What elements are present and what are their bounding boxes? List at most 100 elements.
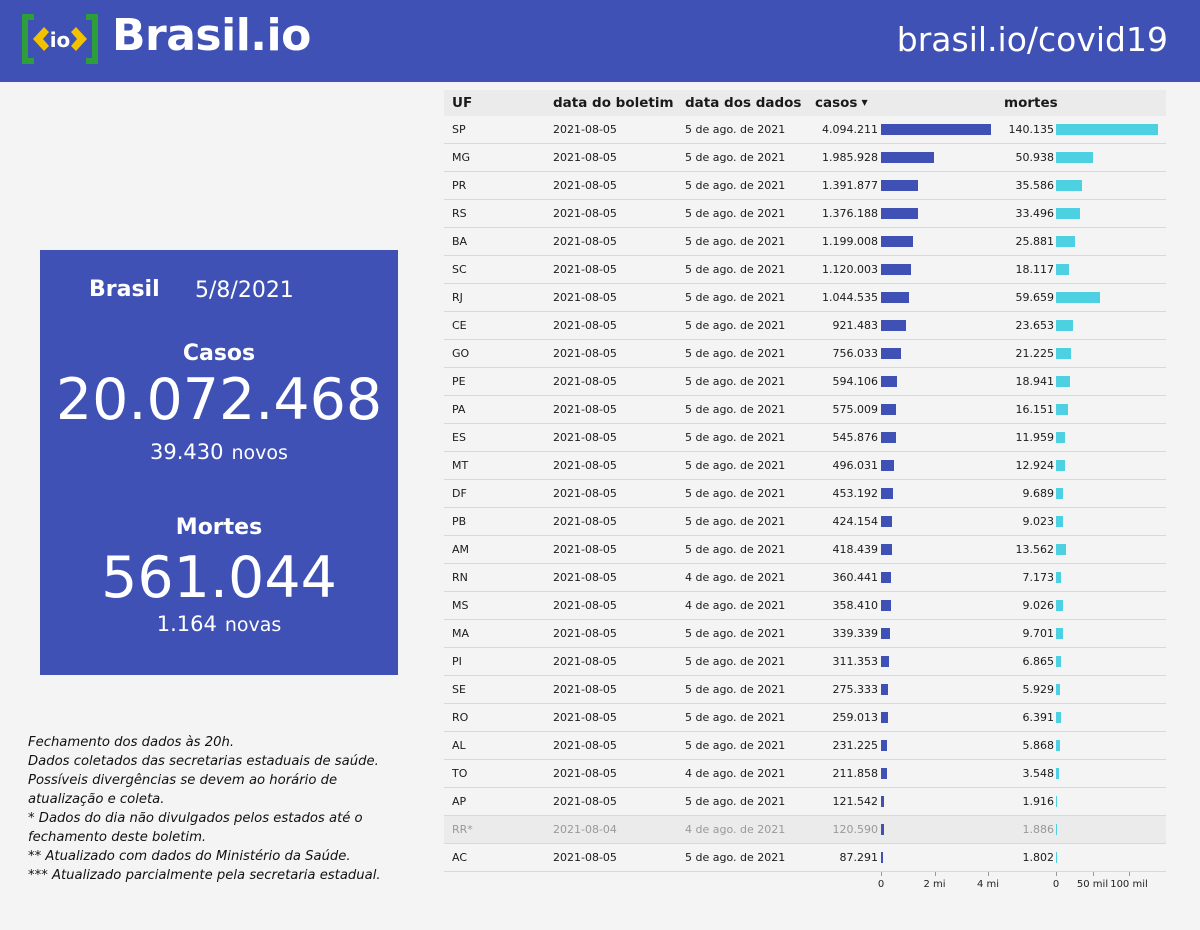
mortes-bar (1056, 432, 1065, 443)
cases-new-label: novos (231, 442, 288, 464)
column-header-mortes[interactable]: mortes (1004, 95, 1058, 111)
table-row[interactable]: RN 2021-08-05 4 de ago. de 2021 360.441 7.17… (444, 564, 1166, 592)
casos-bar (881, 320, 906, 331)
cell-data-boletim: 2021-08-05 (553, 571, 617, 584)
cell-data-dados: 5 de ago. de 2021 (685, 319, 786, 332)
table-row[interactable]: RS 2021-08-05 5 de ago. de 2021 1.376.188 33… (444, 200, 1166, 228)
cell-data-boletim: 2021-08-05 (553, 207, 617, 220)
table-row[interactable]: AM 2021-08-05 5 de ago. de 2021 418.439 13.5… (444, 536, 1166, 564)
table-row[interactable]: PB 2021-08-05 5 de ago. de 2021 424.154 9.02… (444, 508, 1166, 536)
cell-uf: MG (452, 151, 471, 164)
table-row[interactable]: SC 2021-08-05 5 de ago. de 2021 1.120.003 18… (444, 256, 1166, 284)
casos-bar (881, 292, 909, 303)
table-row[interactable]: DF 2021-08-05 5 de ago. de 2021 453.192 9.68… (444, 480, 1166, 508)
table-row[interactable]: RO 2021-08-05 5 de ago. de 2021 259.013 6.39… (444, 704, 1166, 732)
cell-casos-label: 545.876 (832, 431, 879, 444)
cell-mortes-label: 1.916 (1022, 795, 1055, 808)
table-row[interactable]: MA 2021-08-05 5 de ago. de 2021 339.339 9.70… (444, 620, 1166, 648)
mortes-bar (1056, 488, 1064, 499)
casos-bar (881, 180, 919, 191)
cell-data-dados: 5 de ago. de 2021 (685, 627, 786, 640)
deaths-new-value: 1.164 (156, 612, 217, 636)
cell-data-boletim: 2021-08-05 (553, 151, 617, 164)
mortes-bar (1056, 796, 1058, 807)
table-row[interactable]: MS 2021-08-05 4 de ago. de 2021 358.410 9.02… (444, 592, 1166, 620)
cell-mortes-label: 59.659 (1015, 291, 1055, 304)
casos-bar (881, 544, 893, 555)
column-header-casos[interactable]: casos ▼ (815, 95, 868, 111)
footnote-line: *** Atualizado parcialmente pela secreta… (28, 868, 381, 883)
mortes-bar (1056, 544, 1066, 555)
column-header-data-dados[interactable]: data dos dados (685, 95, 802, 111)
cell-data-boletim: 2021-08-05 (553, 403, 617, 416)
cell-mortes-label: 6.865 (1022, 655, 1055, 668)
table-row[interactable]: GO 2021-08-05 5 de ago. de 2021 756.033 21.2… (444, 340, 1166, 368)
table-row[interactable]: MG 2021-08-05 5 de ago. de 2021 1.985.928 50… (444, 144, 1166, 172)
sort-desc-icon: ▼ (861, 98, 868, 107)
mortes-bar (1056, 628, 1064, 639)
casos-bar (881, 152, 935, 163)
table-row[interactable]: AP 2021-08-05 5 de ago. de 2021 121.542 1.91… (444, 788, 1166, 816)
header: io Brasil.io brasil.io/covid19 (0, 0, 1200, 82)
deaths-title: Mortes (175, 515, 263, 540)
logo-name[interactable]: Brasil.io (112, 10, 311, 61)
cell-data-boletim: 2021-08-05 (553, 627, 617, 640)
table-row[interactable]: AC 2021-08-05 5 de ago. de 2021 87.291 1.802 (444, 844, 1166, 872)
table-row[interactable]: TO 2021-08-05 4 de ago. de 2021 211.858 3.54… (444, 760, 1166, 788)
footnote-line: atualização e coleta. (28, 792, 165, 807)
cell-data-boletim: 2021-08-05 (553, 123, 617, 136)
mortes-bar (1056, 740, 1061, 751)
table-row[interactable]: PA 2021-08-05 5 de ago. de 2021 575.009 16.1… (444, 396, 1166, 424)
cell-data-boletim: 2021-08-05 (553, 263, 617, 276)
table-row[interactable]: AL 2021-08-05 5 de ago. de 2021 231.225 5.86… (444, 732, 1166, 760)
table-row[interactable]: RJ 2021-08-05 5 de ago. de 2021 1.044.535 59… (444, 284, 1166, 312)
cell-data-boletim: 2021-08-05 (553, 179, 617, 192)
mortes-axis-tick (1129, 872, 1130, 876)
brasil-io-logo-icon[interactable]: io (20, 12, 100, 66)
table-row[interactable]: SP 2021-08-05 5 de ago. de 2021 4.094.211 14… (444, 116, 1166, 144)
cell-mortes-label: 25.881 (1015, 235, 1055, 248)
cell-data-boletim: 2021-08-05 (553, 767, 617, 780)
cell-mortes-label: 6.391 (1022, 711, 1055, 724)
table-row[interactable]: MT 2021-08-05 5 de ago. de 2021 496.031 12.9… (444, 452, 1166, 480)
cell-data-boletim: 2021-08-05 (553, 431, 617, 444)
table-row[interactable]: SE 2021-08-05 5 de ago. de 2021 275.333 5.92… (444, 676, 1166, 704)
casos-bar (881, 236, 914, 247)
cell-uf: PI (452, 655, 462, 668)
cell-mortes-label: 140.135 (1008, 123, 1055, 136)
table-row[interactable]: PR 2021-08-05 5 de ago. de 2021 1.391.877 35… (444, 172, 1166, 200)
cell-casos-label: 424.154 (832, 515, 879, 528)
column-header-data-boletim[interactable]: data do boletim (553, 95, 674, 111)
cases-title: Casos (182, 341, 256, 366)
table-row[interactable]: PI 2021-08-05 5 de ago. de 2021 311.353 6.86… (444, 648, 1166, 676)
cell-data-boletim: 2021-08-05 (553, 683, 617, 696)
table-row[interactable]: BA 2021-08-05 5 de ago. de 2021 1.199.008 25… (444, 228, 1166, 256)
column-header-uf[interactable]: UF (452, 95, 473, 111)
cell-casos-label: 1.376.188 (822, 207, 878, 220)
cell-mortes-label: 35.586 (1015, 179, 1055, 192)
cell-data-boletim: 2021-08-05 (553, 851, 617, 864)
cell-uf: CE (452, 319, 467, 332)
site-url[interactable]: brasil.io/covid19 (896, 20, 1168, 59)
mortes-bar (1056, 516, 1063, 527)
table-row[interactable]: CE 2021-08-05 5 de ago. de 2021 921.483 23.6… (444, 312, 1166, 340)
cell-uf: AP (452, 795, 467, 808)
table-row[interactable]: RR* 2021-08-04 4 de ago. de 2021 120.590 1.8… (444, 816, 1166, 844)
cell-casos-label: 360.441 (832, 571, 879, 584)
cell-uf: BA (452, 235, 468, 248)
mortes-bar (1056, 292, 1100, 303)
cell-uf: MA (452, 627, 470, 640)
mortes-bar (1056, 852, 1058, 863)
footnote-line: ** Atualizado com dados do Ministério da… (28, 849, 351, 864)
cell-casos-label: 1.120.003 (822, 263, 878, 276)
cell-casos-label: 339.339 (832, 627, 879, 640)
logo-mark-text: io (50, 28, 71, 52)
casos-bar (881, 852, 884, 863)
cell-data-dados: 5 de ago. de 2021 (685, 459, 786, 472)
table-row[interactable]: ES 2021-08-05 5 de ago. de 2021 545.876 11.9… (444, 424, 1166, 452)
cases-new: 39.430 novos (40, 440, 398, 464)
table-row[interactable]: PE 2021-08-05 5 de ago. de 2021 594.106 18.9… (444, 368, 1166, 396)
table-axes: 0 2 mi 4 mi 0 50 mil 100 mil (444, 872, 1166, 902)
cell-data-dados: 5 de ago. de 2021 (685, 711, 786, 724)
cell-casos-label: 311.353 (832, 655, 879, 668)
